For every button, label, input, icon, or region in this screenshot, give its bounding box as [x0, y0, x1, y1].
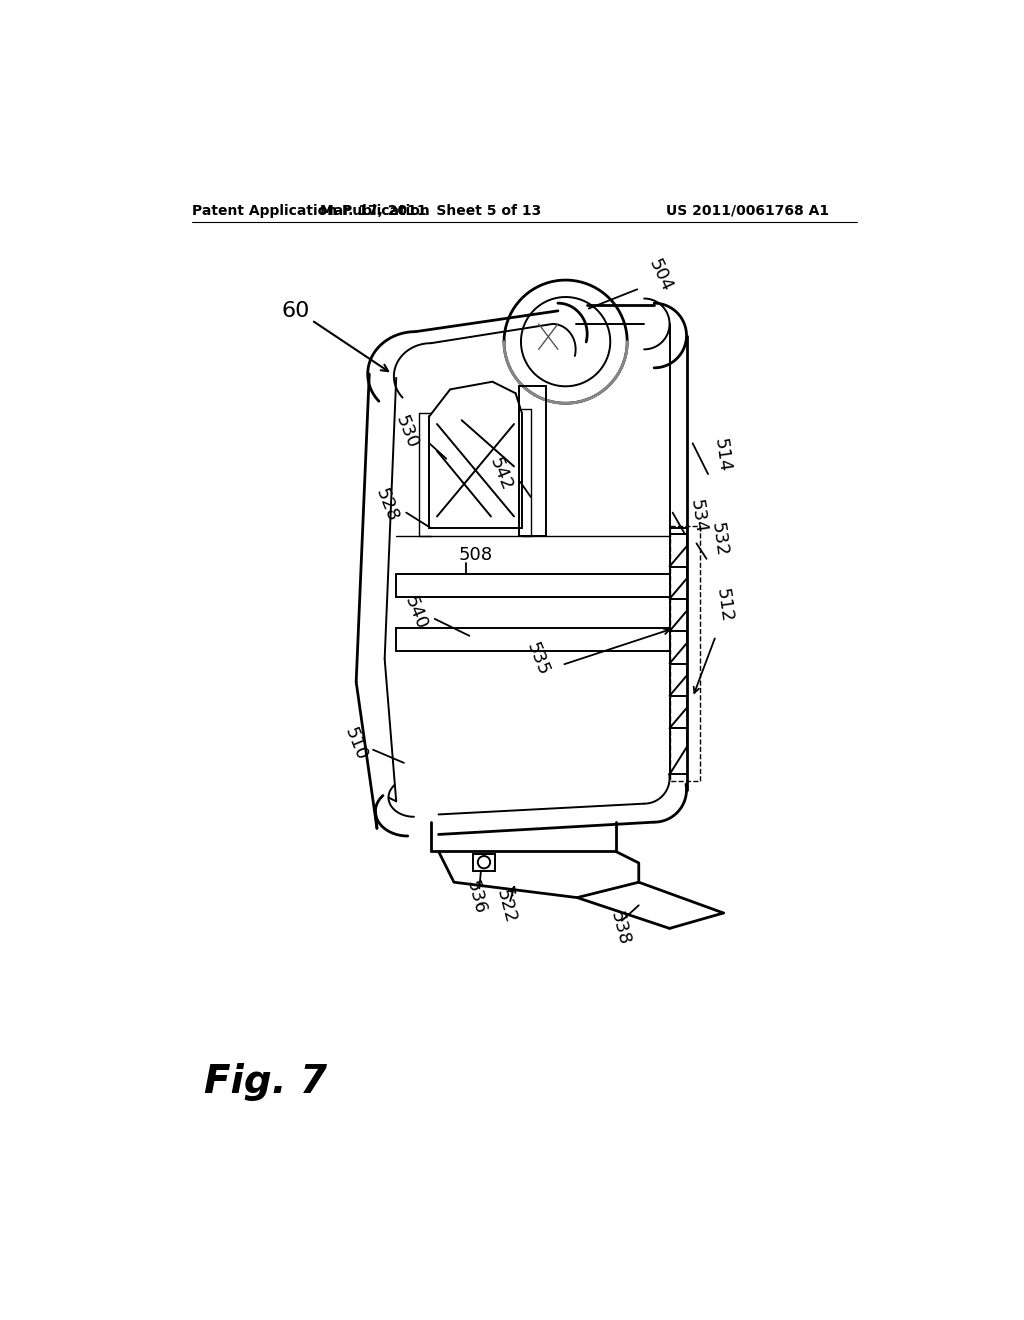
Text: 504: 504: [645, 256, 676, 294]
Text: Fig. 7: Fig. 7: [204, 1064, 327, 1101]
Text: 512: 512: [713, 586, 735, 623]
Text: 514: 514: [711, 437, 733, 473]
Text: Patent Application Publication: Patent Application Publication: [193, 203, 430, 218]
Text: 522: 522: [494, 888, 519, 925]
Text: 538: 538: [606, 909, 633, 948]
Text: 530: 530: [392, 413, 422, 451]
Text: US 2011/0061768 A1: US 2011/0061768 A1: [666, 203, 828, 218]
Bar: [473, 854, 495, 871]
Text: 540: 540: [401, 594, 431, 632]
Text: 535: 535: [523, 639, 553, 678]
Text: 508: 508: [459, 546, 493, 564]
Text: 542: 542: [486, 454, 515, 494]
Text: 536: 536: [463, 879, 488, 916]
Text: 534: 534: [686, 498, 710, 535]
Text: 532: 532: [708, 521, 731, 558]
Text: 510: 510: [341, 725, 371, 763]
Text: 528: 528: [372, 486, 401, 524]
Text: 60: 60: [282, 301, 310, 321]
Circle shape: [478, 855, 490, 869]
Text: Mar. 17, 2011  Sheet 5 of 13: Mar. 17, 2011 Sheet 5 of 13: [321, 203, 542, 218]
